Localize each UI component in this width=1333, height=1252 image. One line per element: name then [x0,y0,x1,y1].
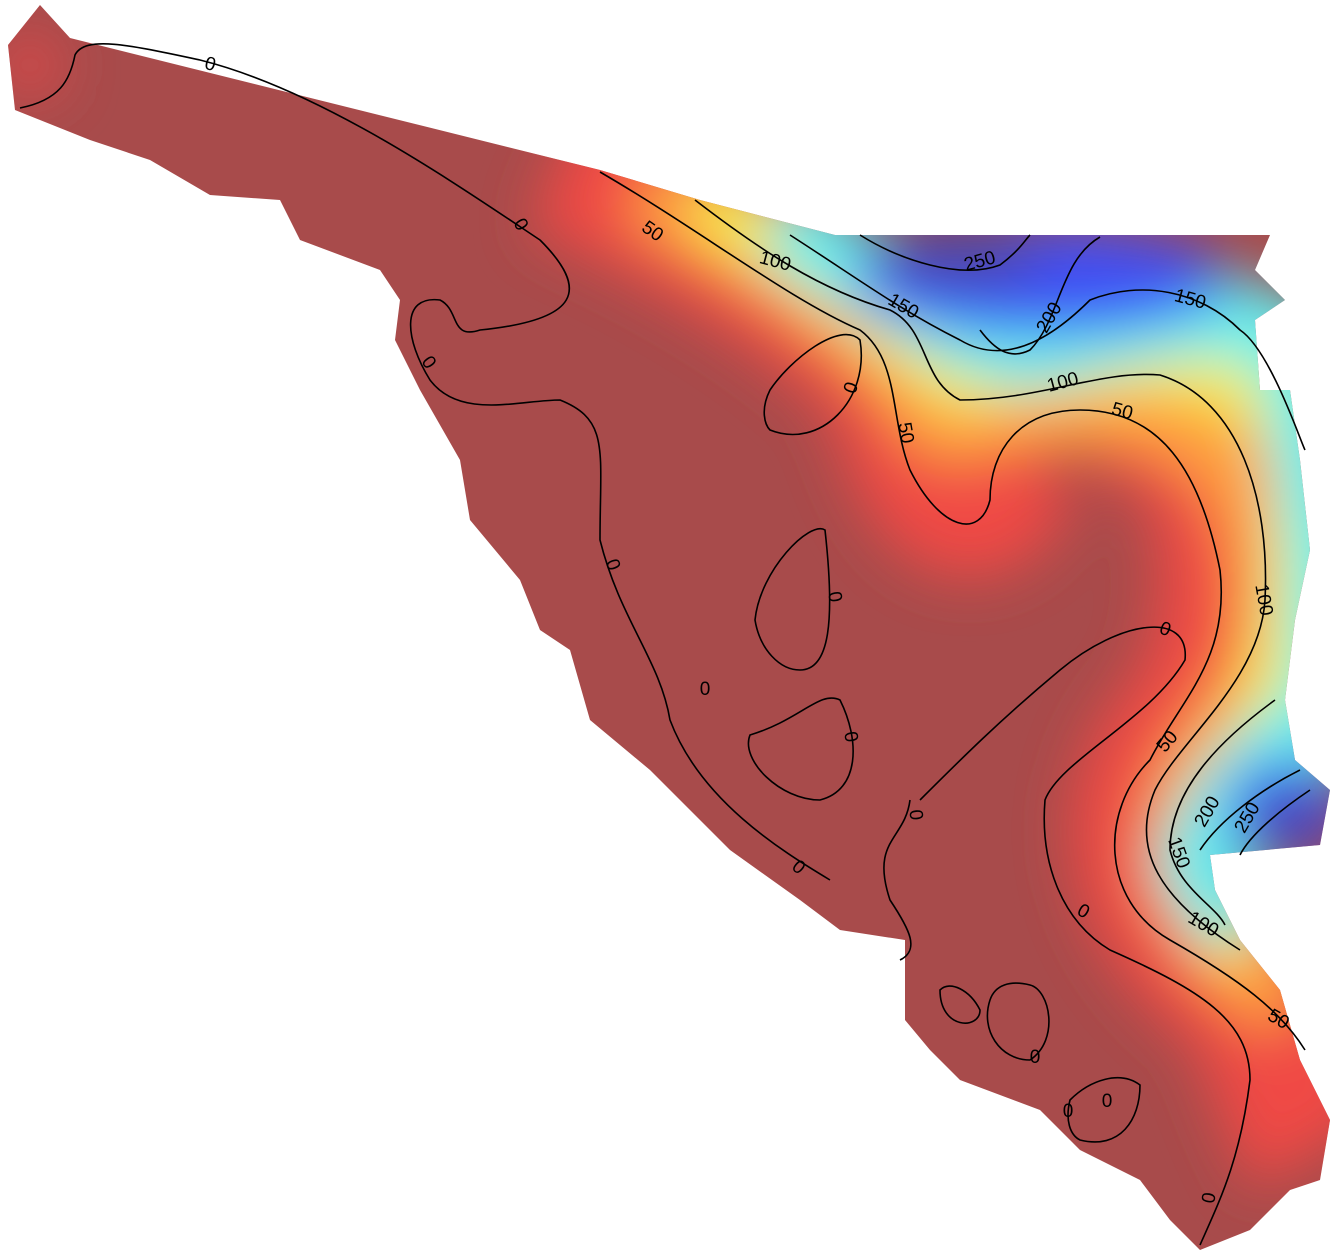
contour-label: 0 [823,590,846,604]
contour-label: 50 [893,421,917,445]
contour-label: 0 [1063,1101,1074,1122]
contour-lines [19,43,1311,1246]
contour-label: 0 [839,730,862,744]
contour-label: 0 [1102,1091,1113,1112]
contour-label: 0 [905,809,927,821]
contour-label: 0 [700,679,711,700]
contour-label: 0 [1030,1047,1041,1068]
contour-label: 0 [1198,1191,1221,1205]
contour-label: 0 [202,53,218,76]
